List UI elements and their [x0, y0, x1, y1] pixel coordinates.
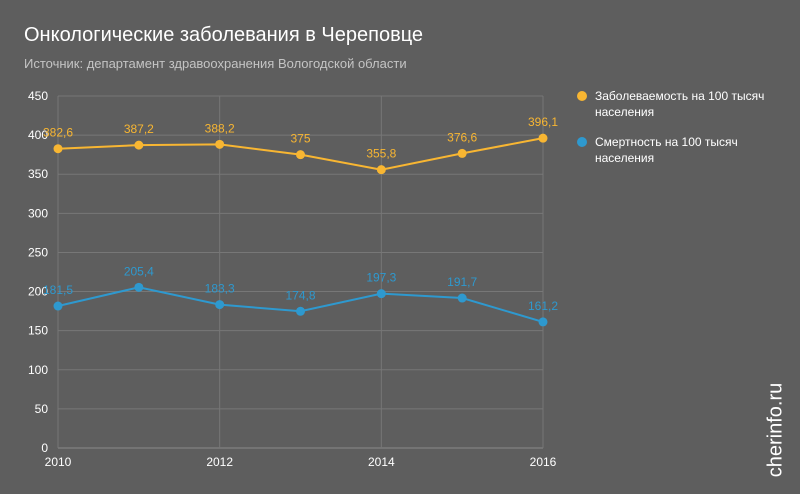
data-label: 183,3: [205, 282, 235, 296]
data-label: 355,8: [366, 147, 396, 161]
y-tick-label: 450: [28, 89, 48, 103]
y-tick-label: 200: [28, 285, 48, 299]
legend-item-mortality[interactable]: Смертность на 100 тысяч населения: [577, 134, 777, 166]
data-label: 387,2: [124, 122, 154, 136]
data-point: [457, 293, 467, 303]
legend-marker-incidence: [577, 91, 587, 101]
y-tick-label: 400: [28, 128, 48, 142]
data-point: [53, 144, 63, 154]
y-tick-label: 50: [35, 402, 49, 416]
y-tick-label: 150: [28, 324, 48, 338]
data-label: 181,5: [43, 283, 73, 297]
y-tick-label: 300: [28, 206, 48, 220]
data-point: [457, 148, 467, 158]
data-point: [215, 139, 225, 149]
data-label: 388,2: [205, 121, 235, 135]
chart-legend: Заболеваемость на 100 тысяч населения См…: [577, 88, 777, 180]
x-tick-label: 2016: [530, 455, 557, 469]
data-label: 161,2: [528, 299, 558, 313]
data-label: 205,4: [124, 264, 154, 278]
data-point: [134, 140, 144, 150]
y-tick-label: 250: [28, 245, 48, 259]
watermark: cherinfo.ru: [762, 380, 790, 480]
x-tick-label: 2010: [45, 455, 72, 469]
y-tick-label: 350: [28, 167, 48, 181]
data-label: 396,1: [528, 115, 558, 129]
data-point: [538, 133, 548, 143]
x-tick-label: 2012: [206, 455, 233, 469]
x-tick-label: 2014: [368, 455, 395, 469]
data-label: 382,6: [43, 126, 73, 140]
watermark-text: cherinfo.ru: [764, 382, 787, 478]
data-label: 375: [290, 132, 310, 146]
data-label: 197,3: [366, 271, 396, 285]
data-point: [376, 289, 386, 299]
data-point: [53, 301, 63, 311]
data-point: [538, 317, 548, 327]
data-point: [376, 165, 386, 175]
chart-subtitle: Источник: департамент здравоохранения Во…: [24, 56, 407, 71]
chart-title: Онкологические заболевания в Череповце: [24, 24, 424, 46]
y-tick-label: 0: [41, 441, 48, 455]
legend-label-incidence: Заболеваемость на 100 тысяч населения: [595, 89, 765, 119]
data-point: [215, 300, 225, 310]
y-tick-label: 100: [28, 363, 48, 377]
legend-label-mortality: Смертность на 100 тысяч населения: [595, 135, 738, 165]
legend-item-incidence[interactable]: Заболеваемость на 100 тысяч населения: [577, 88, 777, 120]
data-label: 376,6: [447, 130, 477, 144]
data-label: 174,8: [285, 288, 315, 302]
data-point: [134, 282, 144, 292]
data-point: [296, 150, 305, 160]
data-point: [296, 306, 305, 316]
legend-marker-mortality: [577, 137, 587, 147]
data-label: 191,7: [447, 275, 477, 289]
